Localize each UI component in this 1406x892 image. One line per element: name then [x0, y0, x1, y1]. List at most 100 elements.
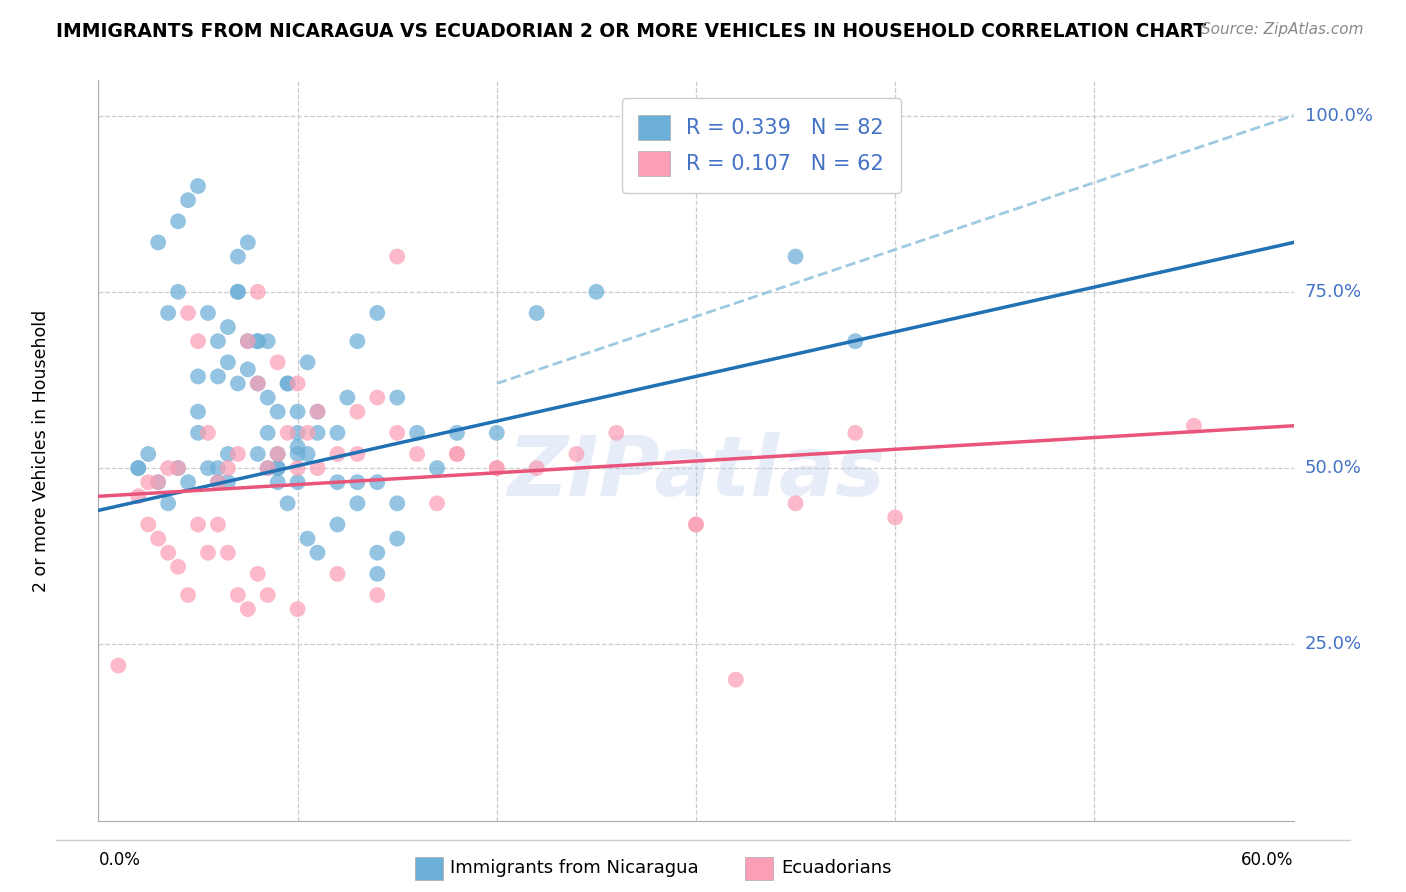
- Point: [226, 588, 249, 602]
- Point: [844, 334, 866, 348]
- Point: [346, 405, 368, 419]
- Point: [426, 496, 449, 510]
- Point: [246, 566, 269, 581]
- Text: IMMIGRANTS FROM NICARAGUA VS ECUADORIAN 2 OR MORE VEHICLES IN HOUSEHOLD CORRELAT: IMMIGRANTS FROM NICARAGUA VS ECUADORIAN …: [56, 22, 1206, 41]
- Point: [157, 546, 180, 560]
- Point: [267, 461, 290, 475]
- Point: [385, 532, 409, 546]
- Point: [366, 475, 388, 490]
- Point: [336, 391, 359, 405]
- Point: [446, 447, 468, 461]
- Point: [157, 461, 180, 475]
- Point: [366, 566, 388, 581]
- Point: [287, 475, 309, 490]
- Point: [366, 306, 388, 320]
- Point: [267, 461, 290, 475]
- Point: [526, 461, 548, 475]
- Point: [485, 461, 508, 475]
- Point: [346, 334, 368, 348]
- Point: [426, 461, 449, 475]
- Point: [385, 250, 409, 264]
- Point: [157, 496, 180, 510]
- Point: [197, 306, 219, 320]
- Point: [287, 461, 309, 475]
- Point: [287, 405, 309, 419]
- Point: [157, 306, 180, 320]
- Point: [217, 546, 239, 560]
- Point: [136, 517, 159, 532]
- Point: [217, 461, 239, 475]
- Point: [267, 405, 290, 419]
- Point: [326, 425, 349, 440]
- Point: [177, 193, 200, 207]
- Point: [187, 517, 209, 532]
- Point: [207, 461, 229, 475]
- Point: [107, 658, 129, 673]
- Point: [246, 334, 269, 348]
- Point: [197, 425, 219, 440]
- Point: [148, 532, 170, 546]
- Point: [207, 475, 229, 490]
- Point: [177, 306, 200, 320]
- Point: [346, 475, 368, 490]
- Point: [297, 447, 319, 461]
- Point: [346, 496, 368, 510]
- Point: [326, 566, 349, 581]
- Point: [167, 285, 190, 299]
- Point: [236, 602, 259, 616]
- Point: [256, 334, 278, 348]
- Point: [277, 376, 299, 391]
- Point: [485, 425, 508, 440]
- Point: [287, 376, 309, 391]
- Point: [307, 461, 329, 475]
- Point: [287, 440, 309, 454]
- Point: [236, 334, 259, 348]
- Point: [685, 517, 707, 532]
- Point: [187, 405, 209, 419]
- Point: [287, 602, 309, 616]
- Text: 100.0%: 100.0%: [1305, 106, 1372, 125]
- Text: Ecuadorians: Ecuadorians: [782, 859, 893, 877]
- Point: [246, 334, 269, 348]
- Point: [1182, 418, 1205, 433]
- Text: 25.0%: 25.0%: [1305, 635, 1362, 653]
- Point: [297, 532, 319, 546]
- Point: [236, 235, 259, 250]
- Point: [724, 673, 747, 687]
- Point: [277, 425, 299, 440]
- Point: [307, 546, 329, 560]
- Point: [406, 425, 429, 440]
- Text: ZIPatlas: ZIPatlas: [508, 432, 884, 513]
- Point: [287, 425, 309, 440]
- Point: [127, 461, 149, 475]
- Point: [197, 546, 219, 560]
- Point: [217, 355, 239, 369]
- Point: [884, 510, 907, 524]
- Point: [307, 425, 329, 440]
- Point: [385, 391, 409, 405]
- Point: [127, 489, 149, 503]
- Point: [844, 425, 866, 440]
- Point: [236, 334, 259, 348]
- Point: [446, 425, 468, 440]
- Point: [256, 425, 278, 440]
- Text: 60.0%: 60.0%: [1241, 851, 1294, 869]
- Point: [187, 179, 209, 194]
- Point: [307, 405, 329, 419]
- Point: [485, 461, 508, 475]
- Point: [226, 285, 249, 299]
- Point: [267, 355, 290, 369]
- Point: [256, 461, 278, 475]
- Point: [136, 475, 159, 490]
- Point: [785, 496, 807, 510]
- Point: [226, 250, 249, 264]
- Point: [236, 362, 259, 376]
- Point: [297, 355, 319, 369]
- Point: [226, 285, 249, 299]
- Point: [167, 461, 190, 475]
- Point: [385, 425, 409, 440]
- Point: [246, 376, 269, 391]
- Point: [246, 285, 269, 299]
- Point: [217, 320, 239, 334]
- Point: [217, 447, 239, 461]
